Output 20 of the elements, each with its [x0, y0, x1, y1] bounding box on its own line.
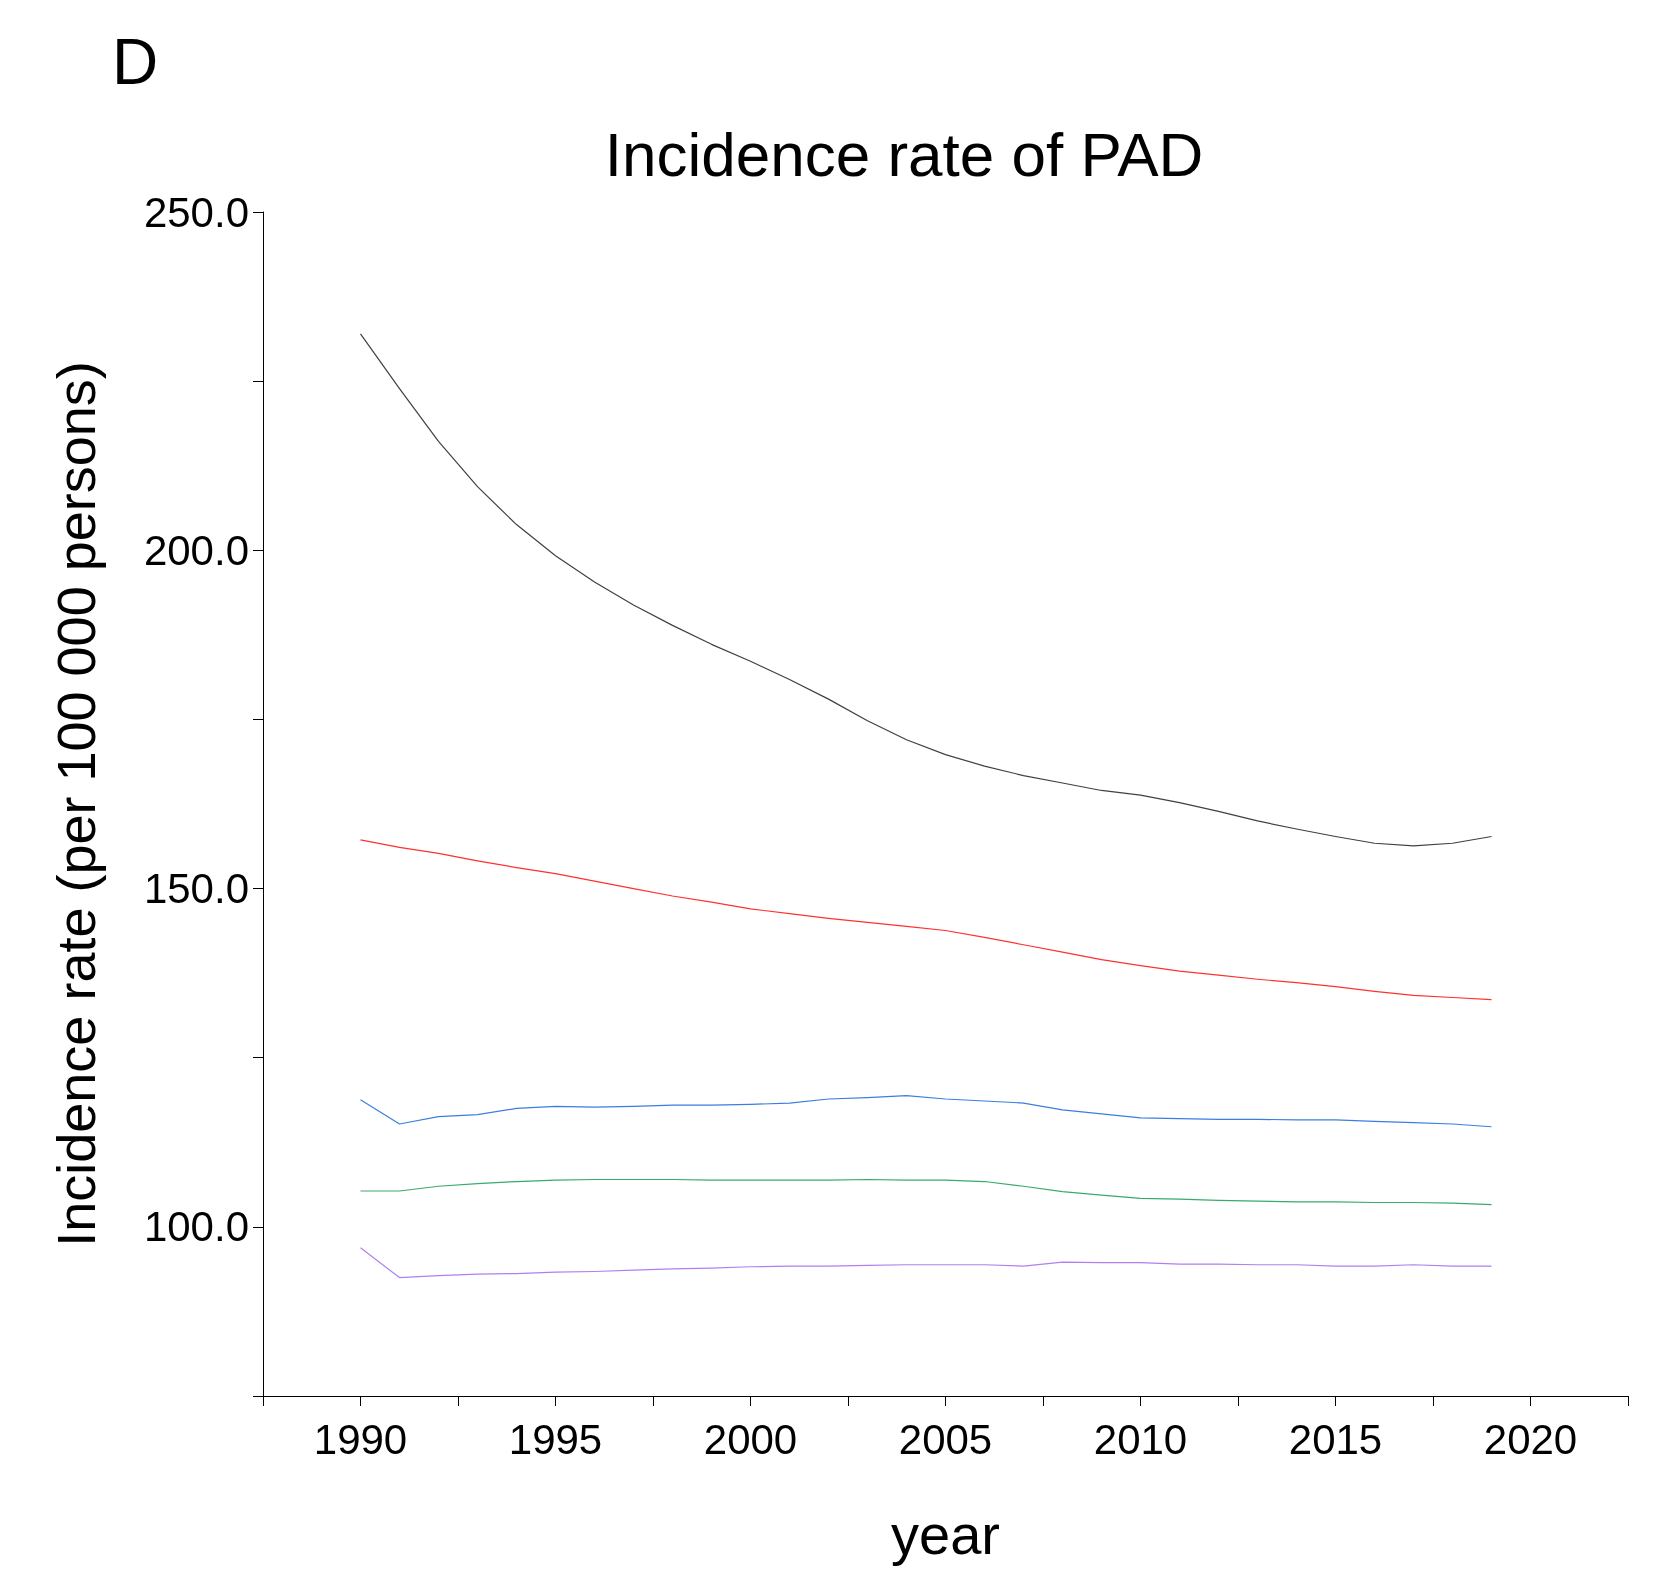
x-tick-label: 2005	[898, 1415, 993, 1463]
y-tick-label: 200.0	[143, 526, 249, 574]
line-series	[359, 839, 1493, 1001]
y-axis-title: Incidence rate (per 100 000 persons)	[46, 361, 106, 1247]
line-series	[359, 1178, 1493, 1206]
x-tick-label: 2000	[703, 1415, 798, 1463]
line-series	[359, 333, 1493, 847]
x-axis-title: year	[891, 1502, 1000, 1566]
x-tick-label: 1990	[313, 1415, 408, 1463]
x-tick-label: 2020	[1483, 1415, 1578, 1463]
y-tick-label: 150.0	[143, 865, 249, 913]
x-tick-label: 1995	[508, 1415, 603, 1463]
y-tick-label: 100.0	[143, 1203, 249, 1251]
chart-title: Incidence rate of PAD	[604, 119, 1204, 189]
text: D	[112, 26, 159, 98]
y-tick-label: 250.0	[143, 188, 249, 236]
x-tick-label: 2015	[1288, 1415, 1383, 1463]
x-tick-label: 2010	[1093, 1415, 1188, 1463]
line-series	[359, 1247, 1493, 1279]
line-series	[359, 1095, 1493, 1128]
